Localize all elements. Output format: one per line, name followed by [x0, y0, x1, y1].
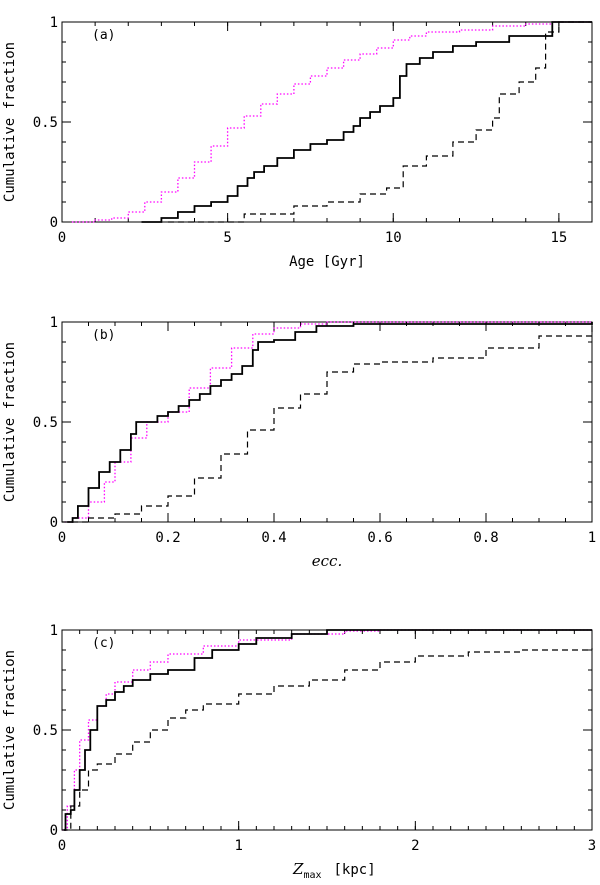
panel-0: 0 5 10 15 0 0.5 1 Cumulative fraction (a) Age [Gy… — [2, 15, 593, 270]
x-tick-label: 1 — [234, 838, 242, 854]
x-tick-label: 0.4 — [261, 530, 286, 546]
plot-frame — [61, 21, 593, 223]
x-axis-label-main: Z — [292, 860, 304, 878]
y-axis-label: Cumulative fraction — [2, 342, 18, 502]
y-tick-label: 1 — [50, 15, 58, 31]
y-tick-label: 0.5 — [33, 415, 58, 431]
x-tick-label: 10 — [385, 230, 402, 246]
x-tick-label: 0 — [58, 530, 66, 546]
x-tick-label: 0.2 — [155, 530, 180, 546]
y-tick-label: 0 — [50, 515, 58, 531]
panel-2: 0 1 2 3 0 0.5 1 Cumulative fraction (c) Zmax [kpc] — [2, 623, 596, 881]
x-axis-label: Age [Gyr] — [289, 254, 365, 270]
x-axis-label: ecc. — [312, 552, 342, 570]
x-tick-label: 2 — [411, 838, 419, 854]
series-dotted-line — [64, 321, 592, 523]
x-axis-label: Zmax [kpc] — [292, 860, 376, 881]
y-tick-label: 1 — [50, 623, 58, 639]
panel-label: (b) — [92, 328, 115, 343]
plot-frame — [61, 629, 593, 831]
x-tick-label: 1 — [588, 530, 596, 546]
series-dotted-line — [71, 21, 592, 223]
x-tick-label: 0 — [58, 230, 66, 246]
x-tick-label: 0.8 — [473, 530, 498, 546]
panel-label: (a) — [92, 28, 115, 43]
y-tick-label: 0 — [50, 215, 58, 231]
x-axis-label-sub: max — [303, 870, 321, 881]
series-solid-line — [63, 629, 592, 831]
series-dashed-line — [62, 322, 593, 523]
panel-label: (c) — [92, 636, 115, 651]
x-tick-label: 0 — [58, 838, 66, 854]
panel-1: 0 0.2 0.4 0.6 0.8 1 0 0.5 1 Cumulative fraction (b… — [2, 315, 596, 570]
x-tick-label: 5 — [223, 230, 231, 246]
series-dotted-line — [62, 629, 592, 831]
x-tick-label: 15 — [550, 230, 567, 246]
y-tick-label: 0.5 — [33, 115, 58, 131]
y-axis-label: Cumulative fraction — [2, 650, 18, 810]
y-tick-label: 0 — [50, 823, 58, 839]
y-axis-label: Cumulative fraction — [2, 42, 18, 202]
series-solid-line — [67, 322, 593, 523]
series-solid-line — [141, 21, 592, 223]
y-tick-label: 1 — [50, 315, 58, 331]
x-tick-label: 3 — [588, 838, 596, 854]
x-tick-label: 0.6 — [367, 530, 392, 546]
y-tick-label: 0.5 — [33, 723, 58, 739]
series-dashed-line — [168, 21, 592, 223]
x-axis-label-unit: [kpc] — [334, 862, 376, 878]
series-dashed-line — [62, 648, 593, 831]
